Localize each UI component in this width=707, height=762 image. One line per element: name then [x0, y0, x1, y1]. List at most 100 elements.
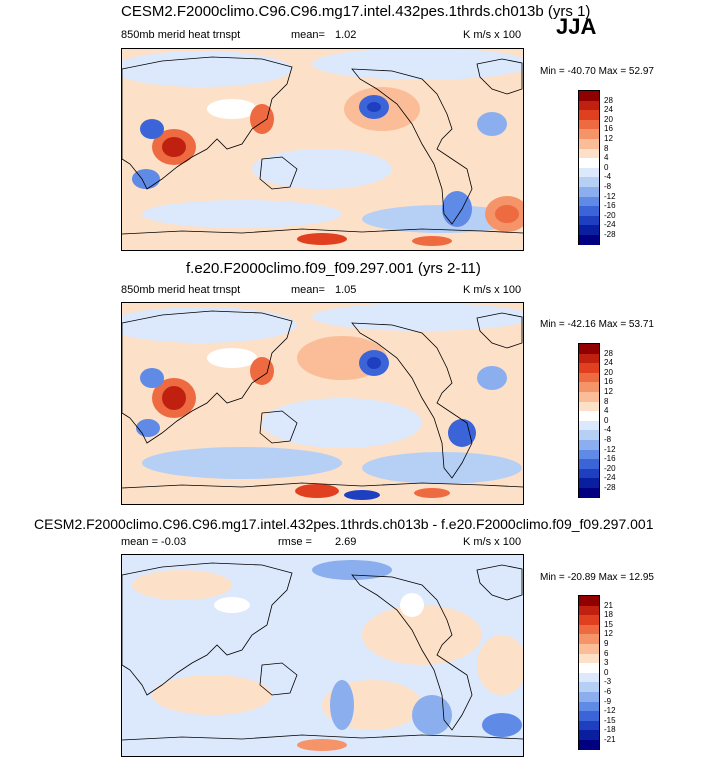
colorbar-swatch [578, 138, 600, 149]
field-blob [414, 488, 450, 498]
colorbar-swatch [578, 196, 600, 207]
colorbar-tick-label: 0 [604, 667, 609, 677]
panel-2-map [121, 302, 524, 505]
panel-1-map-svg [122, 49, 523, 250]
panel-1-units: K m/s x 100 [463, 29, 522, 41]
field-blob [362, 605, 482, 665]
field-blob [442, 191, 472, 227]
colorbar-swatch [578, 225, 600, 235]
field-blob [367, 102, 381, 112]
panel-3-mean-label: mean = -0.03 [121, 536, 187, 548]
colorbar-swatch [578, 100, 600, 111]
field-blob [312, 303, 523, 331]
coastline [259, 662, 298, 696]
panel-3-map [121, 554, 524, 757]
field-blob [477, 635, 523, 695]
panel-2-units: K m/s x 100 [463, 284, 522, 296]
field-blob [412, 236, 452, 246]
colorbar-tick-label: 6 [604, 648, 609, 658]
field-blob [132, 169, 160, 189]
colorbar-swatch [578, 682, 600, 692]
colorbar-swatch [578, 468, 600, 479]
colorbar-swatch [578, 634, 600, 644]
colorbar-swatch [578, 148, 600, 159]
colorbar-swatch [578, 234, 600, 245]
colorbar-tick-label: -12 [604, 706, 616, 716]
field-blob [250, 357, 274, 385]
colorbar-swatch [578, 691, 600, 702]
colorbar-swatch [578, 595, 600, 606]
panel-2-map-svg [122, 303, 523, 504]
colorbar-swatch [578, 382, 600, 392]
colorbar-swatch [578, 420, 600, 431]
field-blob [140, 368, 164, 388]
field-blob [330, 680, 354, 730]
colorbar-tick-label: 0 [604, 162, 609, 172]
colorbar-swatch [578, 391, 600, 402]
field-blob [207, 99, 257, 119]
colorbar-tick-label: -20 [604, 463, 616, 473]
colorbar-swatch [578, 215, 600, 226]
field-blob [214, 597, 250, 613]
panel-2-mean-label: mean= [291, 284, 325, 296]
coastline [351, 68, 473, 225]
coastline [476, 564, 523, 601]
colorbar-tick-label: -3 [604, 677, 612, 687]
colorbar-tick-label: -12 [604, 191, 616, 201]
colorbar-tick-label: 28 [604, 348, 613, 358]
panel-3-title: CESM2.F2000climo.C96.C96.mg17.intel.432p… [34, 516, 654, 532]
colorbar-swatch [578, 605, 600, 616]
colorbar-tick-label: 4 [604, 406, 609, 416]
field-blob [140, 119, 164, 139]
colorbar-tick-label: 28 [604, 95, 613, 105]
colorbar-tick-label: 8 [604, 396, 609, 406]
panel-1-field-label: 850mb merid heat trnspt [121, 29, 241, 41]
panel-2-title: f.e20.F2000climo.f09_f09.297.001 (yrs 2-… [186, 260, 481, 277]
field-blob [400, 593, 424, 617]
field-blob [412, 695, 452, 735]
panel-1-map [121, 48, 524, 251]
field-blob [250, 104, 274, 134]
season-label: JJA [556, 14, 597, 39]
colorbar-swatch [578, 459, 600, 469]
colorbar-swatch [578, 672, 600, 683]
colorbar-swatch [578, 711, 600, 721]
colorbar-swatch [578, 615, 600, 625]
coastline [122, 482, 523, 489]
coastline [122, 310, 293, 444]
field-blob [252, 149, 392, 189]
colorbar-tick-label: 16 [604, 124, 613, 134]
field-blob [297, 739, 347, 751]
field-blob [142, 200, 342, 228]
coastline [259, 410, 298, 444]
coastline [122, 56, 293, 190]
panel-2-minmax: Min = -42.16 Max = 53.71 [540, 319, 654, 330]
colorbar-tick-label: 24 [604, 358, 613, 368]
field-blob [477, 366, 507, 390]
colorbar-tick-label: 3 [604, 658, 609, 668]
coastline [122, 734, 523, 741]
panel-3-minmax: Min = -20.89 Max = 12.95 [540, 572, 654, 583]
panel-3-map-svg [122, 555, 523, 756]
colorbar-swatch [578, 158, 600, 168]
panel-1-mean-value: 1.02 [335, 29, 357, 41]
colorbar-tick-label: -8 [604, 435, 612, 444]
colorbar-swatch [578, 478, 600, 488]
panel-3-units: K m/s x 100 [463, 536, 522, 548]
colorbar-swatch [578, 739, 600, 750]
colorbar-swatch [578, 663, 600, 673]
field-blob [312, 49, 523, 80]
colorbar-swatch [578, 643, 600, 654]
colorbar-tick-label: -16 [604, 454, 616, 464]
colorbar-tick-label: 15 [604, 619, 613, 629]
colorbar-swatch [578, 624, 600, 635]
field-blob [162, 386, 186, 410]
colorbar-swatch [578, 720, 600, 731]
colorbar-swatch [578, 186, 600, 197]
panel-1-mean-label: mean= [291, 29, 325, 41]
field-blob [262, 398, 422, 448]
field-blob [448, 419, 476, 447]
coastline [476, 58, 523, 95]
colorbar-swatch [578, 110, 600, 120]
colorbar-tick-label: -6 [604, 687, 612, 696]
